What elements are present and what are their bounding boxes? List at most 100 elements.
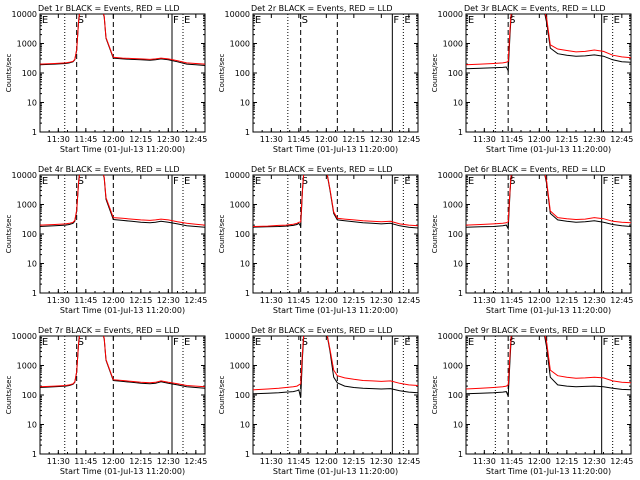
y-tick-label: 100 [22,391,37,400]
panel-title: Det 4r BLACK = Events, RED = LLD [38,165,180,174]
series-line-events [466,14,631,73]
y-tick-label: 10000 [225,10,250,19]
interval-marker-label: E [42,337,48,348]
series-line-events [253,336,418,399]
x-axis-label: Start Time (01-Jul-13 11:20:00) [273,467,398,476]
x-tick-label: 12:00 [315,457,338,466]
x-tick-label: 12:30 [370,135,393,144]
x-tick-label: 12:00 [528,296,551,305]
y-tick-label: 10 [27,421,37,430]
x-tick-label: 11:30 [473,135,496,144]
x-tick-label: 12:45 [610,457,633,466]
series-line-events [466,175,631,231]
plot-frame [39,174,206,294]
y-tick-label: 10000 [12,10,37,19]
panel-title: Det 1r BLACK = Events, RED = LLD [38,4,180,13]
y-tick-label: 1 [458,289,463,298]
interval-marker-label: S [509,176,515,187]
panel-det-6r: Det 6r BLACK = Events, RED = LLD 1 10 100 10… [431,165,633,315]
x-tick-label: 11:30 [260,457,283,466]
x-tick-label: 11:45 [74,457,97,466]
interval-marker-label: S [302,176,308,187]
interval-marker-label: F [603,176,609,187]
x-tick-label: 12:30 [370,457,393,466]
y-axis-label: Counts/sec [218,376,226,415]
x-tick-label: 11:30 [47,135,70,144]
y-tick-label: 1000 [230,201,250,210]
x-axis-label: Start Time (01-Jul-13 11:20:00) [60,306,185,315]
y-tick-label: 10 [27,99,37,108]
interval-marker-label: E [468,337,474,348]
x-tick-label: 12:15 [555,457,578,466]
x-tick-label: 12:45 [397,135,420,144]
series-line-lld [40,14,205,65]
x-tick-label: 12:15 [129,135,152,144]
plot-frame [252,335,419,455]
panel-det-3r: Det 3r BLACK = Events, RED = LLD 1 10 100 10… [431,4,633,154]
x-tick-label: 12:00 [102,457,125,466]
x-tick-label: 12:00 [528,135,551,144]
interval-marker-label: E [614,337,620,348]
series-line-lld [253,336,418,391]
interval-marker-label: F [603,337,609,348]
x-tick-label: 12:15 [555,135,578,144]
y-tick-label: 10 [453,99,463,108]
x-tick-label: 12:45 [610,296,633,305]
interval-marker-label: S [78,337,84,348]
x-axis-label: Start Time (01-Jul-13 11:20:00) [60,467,185,476]
panel-title: Det 6r BLACK = Events, RED = LLD [464,165,606,174]
interval-marker-label: E [468,15,474,26]
y-tick-label: 10 [453,260,463,269]
panel-det-1r: Det 1r BLACK = Events, RED = LLD 1 10 100 10… [5,4,207,154]
x-axis-label: Start Time (01-Jul-13 11:20:00) [486,306,611,315]
x-tick-label: 12:45 [397,296,420,305]
y-tick-label: 1 [32,450,37,459]
interval-marker-label: S [302,337,308,348]
x-tick-label: 12:15 [129,457,152,466]
interval-marker-label: E [255,15,261,26]
interval-marker-label: F [393,176,399,187]
y-tick-label: 10 [240,99,250,108]
interval-marker-label: E [614,15,620,26]
x-tick-label: 11:45 [500,135,523,144]
interval-marker-label: E [255,176,261,187]
series-line-lld [40,336,205,388]
interval-marker-label: S [78,176,84,187]
interval-marker-label: E [468,176,474,187]
x-tick-label: 12:30 [157,135,180,144]
x-tick-label: 11:30 [47,296,70,305]
y-tick-label: 100 [235,230,250,239]
y-tick-label: 100 [235,69,250,78]
y-tick-label: 1000 [17,201,37,210]
panel-det-4r: Det 4r BLACK = Events, RED = LLD 1 10 100 10… [5,165,207,315]
x-axis-label: Start Time (01-Jul-13 11:20:00) [273,306,398,315]
y-tick-label: 1 [458,450,463,459]
x-tick-label: 12:30 [157,457,180,466]
interval-marker-label: S [302,15,308,26]
interval-marker-label: E [255,337,261,348]
x-tick-label: 11:45 [287,135,310,144]
y-axis-label: Counts/sec [218,215,226,254]
y-tick-label: 10 [453,421,463,430]
x-tick-label: 12:00 [528,457,551,466]
y-tick-label: 10000 [12,332,37,341]
interval-marker-label: F [393,337,399,348]
y-axis-label: Counts/sec [5,54,13,93]
x-tick-label: 11:30 [473,296,496,305]
x-tick-label: 12:30 [583,296,606,305]
y-axis-label: Counts/sec [431,376,439,415]
x-tick-label: 12:30 [157,296,180,305]
x-axis-label: Start Time (01-Jul-13 11:20:00) [486,467,611,476]
x-tick-label: 11:45 [287,457,310,466]
interval-marker-label: F [603,15,609,26]
y-tick-label: 100 [22,230,37,239]
y-tick-label: 10000 [12,171,37,180]
panel-det-2r: Det 2r BLACK = Events, RED = LLD 1 10 100 10… [218,4,420,154]
y-tick-label: 10 [240,421,250,430]
x-axis-label: Start Time (01-Jul-13 11:20:00) [273,145,398,154]
series-line-lld [466,14,631,66]
x-tick-label: 12:15 [129,296,152,305]
y-tick-label: 1000 [230,362,250,371]
x-tick-label: 12:30 [583,457,606,466]
y-axis-label: Counts/sec [5,376,13,415]
